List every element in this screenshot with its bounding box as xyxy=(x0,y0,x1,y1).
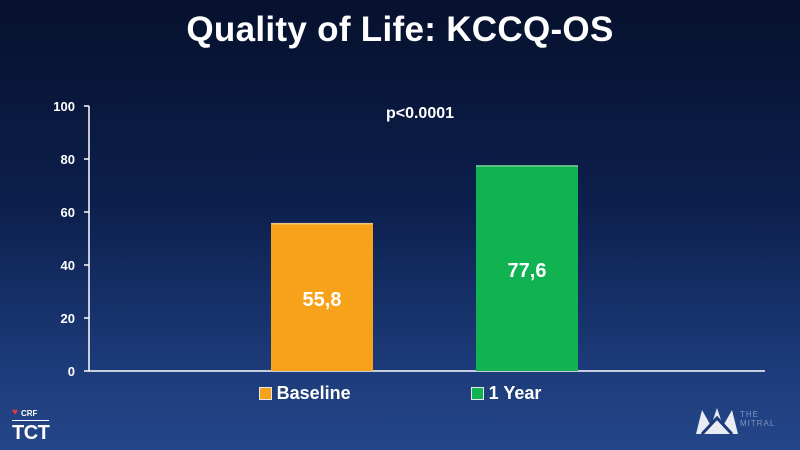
y-tick-label: 100 xyxy=(53,99,75,114)
slide-title: Quality of Life: KCCQ-OS xyxy=(186,10,614,49)
heart-icon: ♥ xyxy=(12,407,18,418)
y-tick-label: 40 xyxy=(61,258,75,273)
bar-value-label: 55,8 xyxy=(303,289,342,311)
p-value-annotation: p<0.0001 xyxy=(386,105,454,122)
bars: 55,8 77,6 xyxy=(271,165,578,371)
tct-text: TCT xyxy=(12,420,50,444)
legend-swatch-baseline xyxy=(258,387,272,400)
y-tick-label: 80 xyxy=(61,152,75,167)
crown-icon xyxy=(696,408,738,436)
legend-item-baseline: Baseline xyxy=(258,383,351,404)
legend-item-1-year: 1 Year xyxy=(470,383,542,404)
mitral-logo-line-1: THE xyxy=(740,410,759,419)
y-tick-label: 60 xyxy=(61,205,75,220)
legend-label-baseline: Baseline xyxy=(276,383,351,403)
crf-mark: ♥ CRF xyxy=(12,408,49,418)
mitral-conference-logo: THE MITRAL xyxy=(694,404,794,444)
mitral-logo-text: THE MITRAL xyxy=(740,410,775,428)
legend-swatch-1-year xyxy=(470,387,484,400)
y-ticks: 0 20 40 60 80 100 xyxy=(53,99,89,379)
bar-1-year xyxy=(476,165,578,371)
bar-value-label: 77,6 xyxy=(508,260,547,282)
mitral-logo-line-2: MITRAL xyxy=(740,419,776,428)
y-tick-label: 0 xyxy=(68,364,75,379)
crf-text: CRF xyxy=(20,408,38,418)
legend: Baseline 1 Year xyxy=(0,383,800,404)
y-tick-label: 20 xyxy=(61,311,75,326)
bar-baseline xyxy=(271,223,373,371)
legend-label-1-year: 1 Year xyxy=(488,383,542,403)
tct-logo: ♥ CRF TCT xyxy=(12,408,50,444)
